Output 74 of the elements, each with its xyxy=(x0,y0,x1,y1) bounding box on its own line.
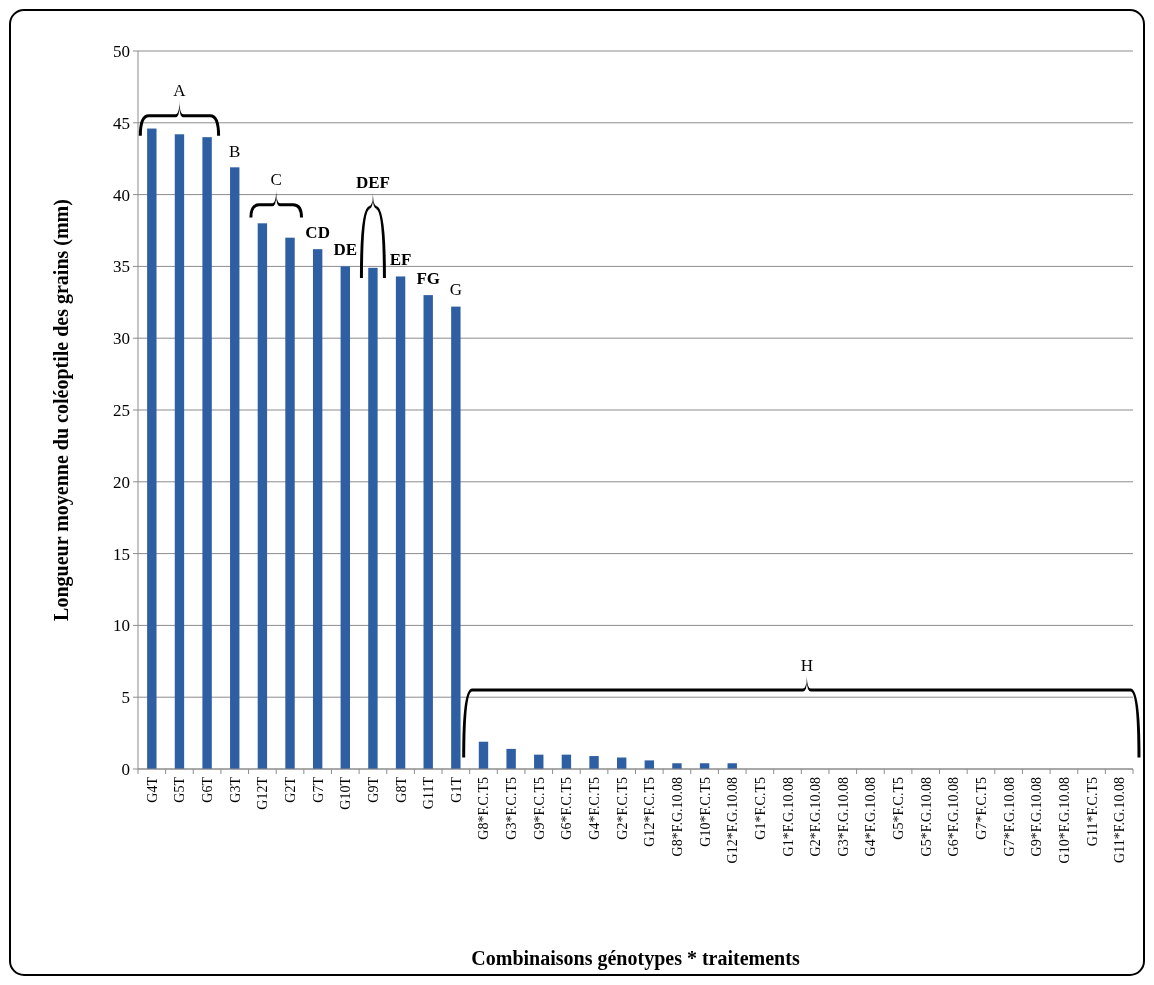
x-tick-label: G5*F.G.10.08 xyxy=(918,777,934,857)
bar xyxy=(506,748,516,769)
x-tick-label: G1*F.C.T5 xyxy=(752,777,768,840)
bar xyxy=(478,741,489,769)
x-tick-label: G3*F.G.10.08 xyxy=(835,777,851,857)
y-tick-label: 45 xyxy=(113,113,130,133)
x-tick-label: G12T xyxy=(255,776,271,810)
y-tick-label: 20 xyxy=(113,472,130,492)
annotation: A xyxy=(173,81,187,101)
y-tick-label: 15 xyxy=(113,544,130,564)
x-tick-label: G1*F.G.10.08 xyxy=(780,777,796,857)
annotation: DEF xyxy=(355,173,390,193)
bar xyxy=(174,134,185,769)
y-axis-title: Longueur moyenne du coléoptile des grains (mm) xyxy=(50,199,73,621)
annotation: G xyxy=(449,280,462,300)
annotation: CD xyxy=(305,222,330,242)
x-tick-label: G12*F.G.10.08 xyxy=(725,777,741,864)
x-tick-label: G9*F.C.T5 xyxy=(531,777,547,840)
x-tick-label: G3T xyxy=(227,776,243,803)
x-tick-label: G5T xyxy=(172,776,188,803)
y-tick-label: 25 xyxy=(113,400,130,420)
x-tick-label: G11T xyxy=(421,776,437,810)
bar xyxy=(451,306,461,769)
bar xyxy=(395,276,406,769)
x-tick-label: G6*F.G.10.08 xyxy=(946,777,962,857)
annotation: B xyxy=(229,142,241,162)
bar xyxy=(672,763,682,769)
x-tick-label: G8*F.G.10.08 xyxy=(669,777,685,857)
x-tick-label: G1T xyxy=(448,776,464,803)
x-tick-label: G2*F.G.10.08 xyxy=(808,777,824,857)
x-tick-label: G2T xyxy=(283,776,299,803)
x-tick-label: G4*F.C.T5 xyxy=(587,777,603,840)
annotation: FG xyxy=(416,268,441,288)
y-tick-label: 40 xyxy=(113,185,130,205)
x-tick-label: G5*F.C.T5 xyxy=(891,777,907,840)
x-tick-label: G4T xyxy=(144,776,160,803)
y-tick-label: 0 xyxy=(121,759,130,779)
bar xyxy=(340,266,350,769)
x-axis-title: Combinaisons génotypes * traitements xyxy=(471,947,800,970)
x-tick-label: G7*F.C.T5 xyxy=(973,777,989,840)
bar xyxy=(312,249,323,769)
x-tick-label: G2*F.C.T5 xyxy=(614,777,630,840)
x-tick-label: G11*F.C.T5 xyxy=(1084,777,1100,847)
x-tick-label: G10T xyxy=(338,776,354,810)
x-tick-label: G6T xyxy=(200,776,216,803)
x-tick-label: G3*F.C.T5 xyxy=(504,777,520,840)
y-tick-label: 10 xyxy=(113,616,130,636)
x-tick-label: G11*F.G.10.08 xyxy=(1112,777,1128,863)
y-tick-label: 50 xyxy=(113,41,130,61)
x-tick-label: G10*F.G.10.08 xyxy=(1056,777,1072,864)
x-tick-label: G9*F.G.10.08 xyxy=(1029,777,1045,857)
x-tick-label: G7*F.G.10.08 xyxy=(1001,777,1017,857)
y-tick-label: 35 xyxy=(113,257,130,277)
bar xyxy=(589,756,599,769)
x-tick-label: G12*F.C.T5 xyxy=(642,777,658,847)
bar xyxy=(147,128,157,769)
bar xyxy=(285,237,295,769)
x-tick-label: G4*F.G.10.08 xyxy=(863,777,879,857)
y-tick-label: 30 xyxy=(113,329,130,349)
annotation: EF xyxy=(389,249,412,269)
x-tick-label: G8*F.C.T5 xyxy=(476,777,492,840)
y-tick-label: 5 xyxy=(121,688,130,708)
x-tick-label: G7T xyxy=(310,776,326,803)
bar xyxy=(202,137,212,769)
x-tick-label: G10*F.C.T5 xyxy=(697,777,713,847)
x-tick-label: G6*F.C.T5 xyxy=(559,777,575,840)
annotation: DE xyxy=(333,239,358,259)
bar xyxy=(257,223,268,769)
bar xyxy=(230,167,240,769)
annotation: C xyxy=(270,170,282,190)
annotation: H xyxy=(800,655,813,675)
x-tick-label: G8T xyxy=(393,776,409,803)
x-tick-label: G9T xyxy=(365,776,381,803)
bar xyxy=(423,295,433,769)
